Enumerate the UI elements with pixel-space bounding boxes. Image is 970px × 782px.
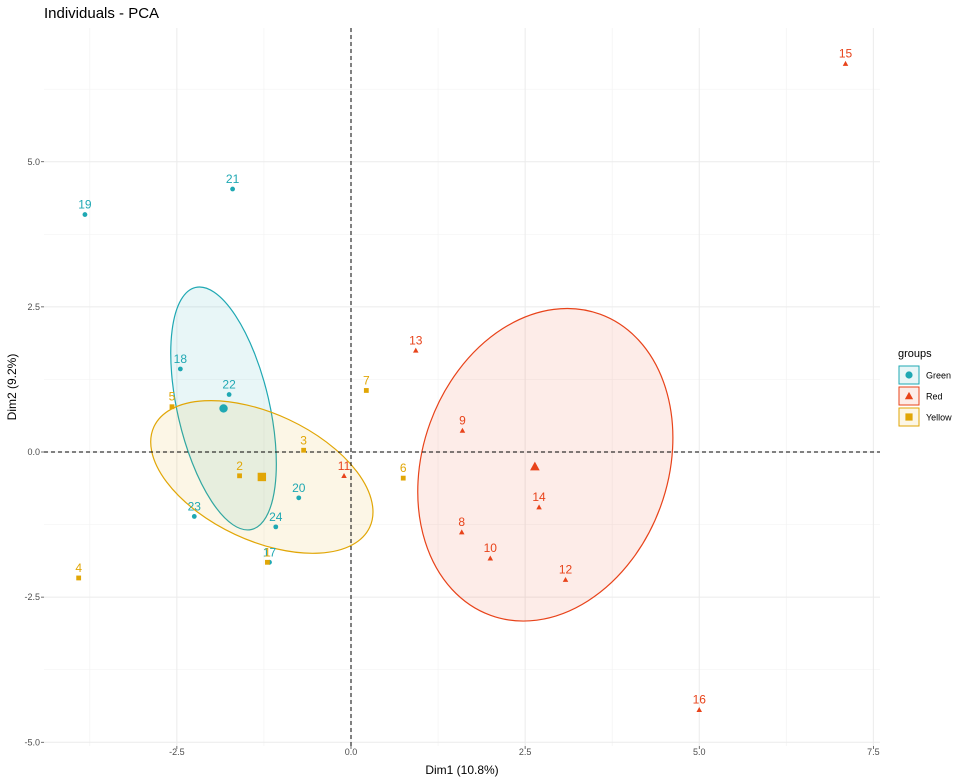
chart-title: Individuals - PCA <box>44 5 159 22</box>
legend-label-yellow: Yellow <box>926 413 952 423</box>
x-axis-ticks: -2.5 0.0 2.5 5.0 7.5 <box>169 746 880 757</box>
point-label: 14 <box>532 490 546 504</box>
y-tick-label: -2.5 <box>24 592 40 602</box>
point-red <box>696 706 703 712</box>
point-label: 16 <box>693 693 707 707</box>
point-label: 4 <box>75 561 82 575</box>
point-label: 18 <box>174 352 188 366</box>
confidence-ellipses <box>150 286 674 622</box>
point-green <box>296 495 302 501</box>
y-tick-label: 2.5 <box>27 302 40 312</box>
y-axis-ticks: -5.0 -2.5 0.0 2.5 5.0 <box>24 157 44 747</box>
point-green <box>226 392 232 397</box>
legend-label-green: Green <box>926 371 951 381</box>
point-red <box>413 347 419 353</box>
legend-title: groups <box>898 348 932 360</box>
point-label: 11 <box>338 459 351 473</box>
point-yellow <box>237 473 242 479</box>
y-axis-title: Dim2 (9.2%) <box>5 354 19 421</box>
point-red <box>487 555 494 561</box>
point-label: 5 <box>169 390 176 404</box>
point-red <box>536 504 542 510</box>
x-tick-label: 7.5 <box>867 747 880 757</box>
major-gridlines <box>44 28 880 746</box>
reference-lines <box>44 28 880 746</box>
point-yellow <box>76 575 82 581</box>
point-label: 10 <box>484 541 498 555</box>
point-label: 17 <box>263 545 277 559</box>
point-label: 9 <box>459 414 466 428</box>
point-green <box>273 524 279 530</box>
point-label: 20 <box>292 481 306 495</box>
y-tick-label: 0.0 <box>27 447 40 457</box>
legend-symbol-red <box>904 391 914 400</box>
point-yellow <box>301 447 307 453</box>
point-label: 23 <box>188 499 202 513</box>
legend-symbol-green <box>905 371 913 379</box>
point-label: 15 <box>839 47 853 61</box>
point-label: 2 <box>236 459 243 473</box>
point-green <box>177 366 183 372</box>
point-red <box>459 427 466 433</box>
y-tick-label: 5.0 <box>27 157 40 167</box>
point-label: 1 <box>264 545 271 559</box>
point-red <box>341 473 347 479</box>
point-green <box>230 186 235 192</box>
minor-gridlines <box>44 28 880 746</box>
point-label: 3 <box>300 433 307 447</box>
y-tick-label: -5.0 <box>24 737 40 747</box>
point-green <box>82 212 88 217</box>
point-label: 22 <box>222 378 236 392</box>
legend-symbol-yellow <box>905 413 913 421</box>
point-label: 12 <box>559 563 573 577</box>
ellipse-red <box>417 307 674 622</box>
data-points <box>76 60 849 712</box>
point-red <box>458 529 465 535</box>
legend-label-red: Red <box>926 392 943 402</box>
point-yellow <box>169 404 175 410</box>
point-label: 8 <box>458 515 465 529</box>
point-label: 21 <box>226 172 240 186</box>
centroid-green <box>219 404 228 413</box>
point-yellow <box>400 475 406 481</box>
point-label: 13 <box>409 333 423 347</box>
point-label: 24 <box>269 510 283 524</box>
centroid-red <box>530 461 540 471</box>
point-label: 6 <box>400 461 407 475</box>
x-tick-label: 5.0 <box>693 747 706 757</box>
point-label: 7 <box>363 373 370 387</box>
x-tick-label: -2.5 <box>169 747 185 757</box>
point-label: 19 <box>78 198 92 212</box>
x-tick-label: 0.0 <box>345 747 358 757</box>
point-red <box>842 60 849 66</box>
point-green <box>191 514 197 519</box>
point-yellow <box>265 559 270 565</box>
plot-background <box>44 28 880 746</box>
x-tick-label: 2.5 <box>519 747 532 757</box>
x-axis-title: Dim1 (10.8%) <box>425 763 498 777</box>
point-red <box>562 576 569 582</box>
centroid-yellow <box>257 472 267 482</box>
point-yellow <box>363 388 369 393</box>
legend: groups Green Red Yellow <box>898 348 952 427</box>
